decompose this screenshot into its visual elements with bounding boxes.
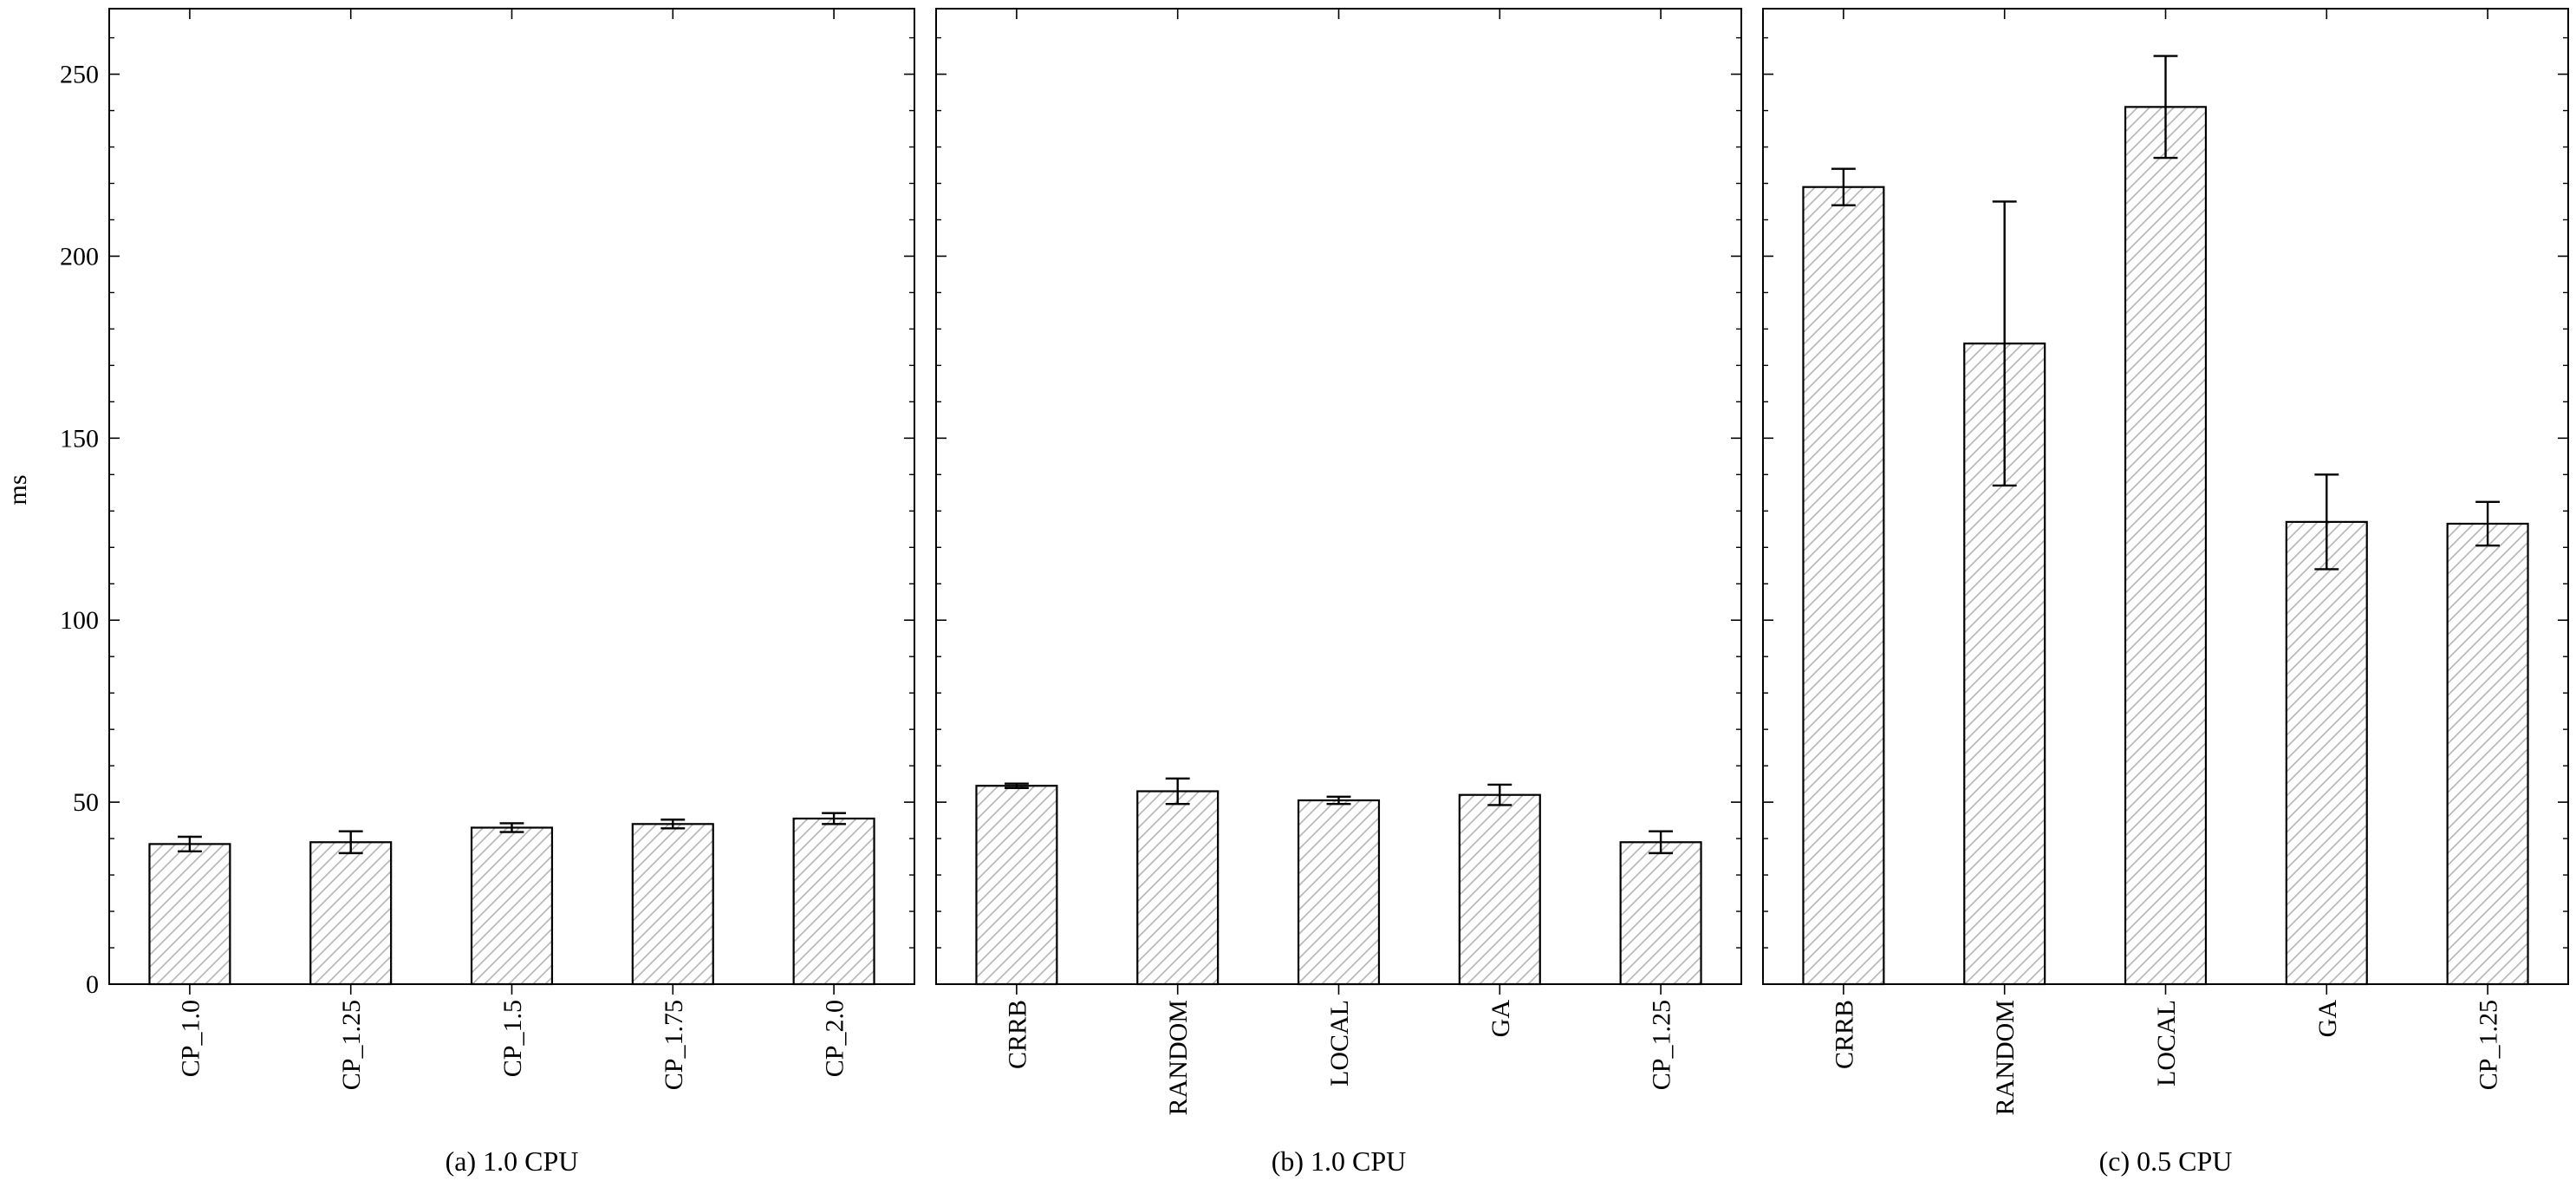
error-bar [822, 812, 847, 825]
panel-2: CRRB RANDOM LOCAL GA CP_1.25 (b) 1.0 CPU [935, 8, 1742, 1177]
y-axis-label: ms [3, 474, 32, 505]
x-tick-label: CP_1.25 [1648, 1000, 1676, 1090]
x-tick-label: CRRB [1830, 1000, 1858, 1069]
bar [309, 841, 393, 986]
error-bar [1831, 167, 1856, 206]
x-tick-label: LOCAL [2152, 1000, 2181, 1086]
panel-frame [935, 8, 1742, 985]
error-bar [1992, 200, 2017, 487]
y-tick-label: 150 [60, 424, 99, 453]
bar [1619, 841, 1702, 986]
panel-caption: (c) 0.5 CPU [2099, 1145, 2233, 1177]
bar [2124, 106, 2208, 986]
error-bar [338, 830, 363, 855]
bar [1136, 790, 1220, 986]
x-tick-label: CP_2.0 [821, 1000, 849, 1077]
error-bar [1326, 795, 1351, 806]
x-tick-label: RANDOM [1991, 1000, 2020, 1115]
x-tick-label: GA [1486, 1000, 1515, 1038]
error-bar [2314, 473, 2339, 571]
y-tick-label: 50 [73, 788, 99, 817]
x-tick-label: CP_1.75 [660, 1000, 688, 1090]
error-bar [2153, 55, 2178, 160]
bar [1297, 799, 1381, 986]
x-tick-label: GA [2313, 1000, 2342, 1038]
error-bar [2475, 500, 2501, 547]
panel-caption: (b) 1.0 CPU [1272, 1145, 1407, 1177]
y-tick-label: 0 [86, 970, 99, 999]
bar [792, 817, 875, 986]
panel-frame [108, 8, 915, 985]
panel-frame [1762, 8, 2569, 985]
x-tick-label: CP_1.5 [498, 1000, 527, 1077]
bar [1458, 793, 1541, 986]
y-tick-label: 200 [60, 242, 99, 271]
bar [2446, 522, 2529, 986]
error-bar [1649, 830, 1674, 855]
bar [148, 843, 231, 986]
error-bar [1487, 783, 1512, 806]
error-bar [499, 822, 524, 833]
error-bar [1004, 782, 1029, 789]
x-tick-label: LOCAL [1325, 1000, 1354, 1086]
x-tick-label: CP_1.25 [337, 1000, 366, 1090]
x-tick-label: CP_1.0 [176, 1000, 205, 1077]
bar [631, 823, 714, 986]
error-bar [1165, 777, 1190, 806]
bar [975, 785, 1058, 986]
x-tick-label: RANDOM [1164, 1000, 1193, 1115]
error-bar [660, 819, 686, 830]
y-tick-label: 100 [60, 606, 99, 635]
y-tick-label: 250 [60, 61, 99, 89]
bar [1802, 186, 1885, 986]
panel-1: 0 50 100 150 200 250 CP_1.0 CP_1.25 CP_1.5 CP_1.7… [60, 8, 915, 1177]
x-tick-label: CP_1.25 [2475, 1000, 2503, 1090]
panel-3: CRRB RANDOM LOCAL GA CP_1.25 (c) 0.5 CPU [1762, 8, 2569, 1177]
x-tick-label: CRRB [1003, 1000, 1031, 1069]
error-bar [177, 835, 202, 852]
bar [2285, 520, 2368, 986]
bar [470, 826, 554, 986]
panel-caption: (a) 1.0 CPU [446, 1145, 579, 1177]
